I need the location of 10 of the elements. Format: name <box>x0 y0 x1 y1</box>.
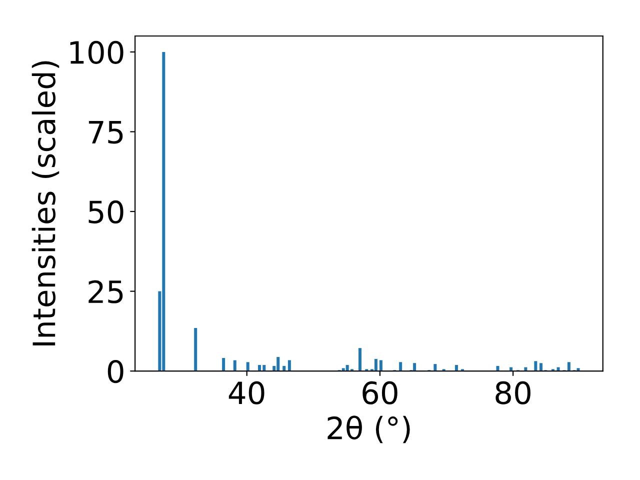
x-tick-label: 60 <box>362 381 398 404</box>
y-tick-label: 25 <box>88 280 123 304</box>
x-tick-label: 40 <box>228 381 264 404</box>
x-tick-label: 80 <box>496 381 530 404</box>
x-axis-title: 2θ (°) <box>328 416 410 444</box>
y-tick-label: 100 <box>70 40 124 64</box>
y-axis-title: Intensities (scaled) <box>32 61 60 346</box>
y-tick-label: 75 <box>88 121 123 144</box>
y-tick-label: 50 <box>88 200 124 224</box>
y-tick-label: 0 <box>108 360 124 384</box>
